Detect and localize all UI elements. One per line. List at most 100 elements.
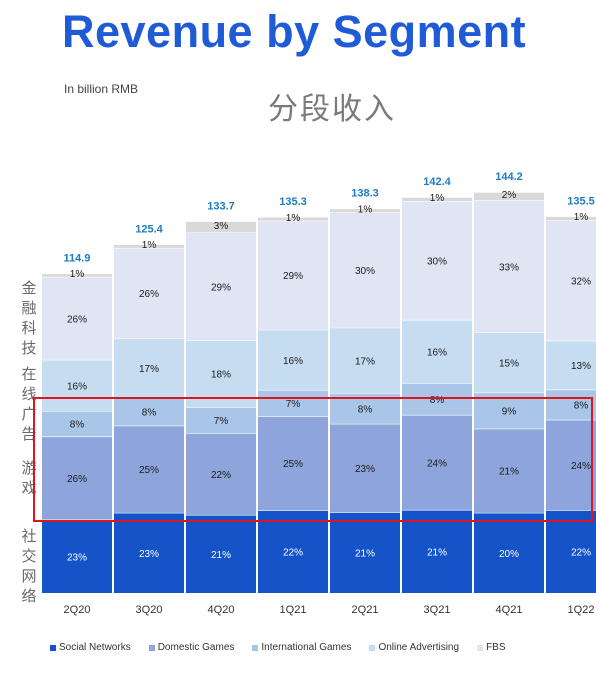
data-label: 7% (214, 416, 229, 427)
bar-segment (330, 208, 400, 213)
bar-segment (402, 414, 472, 510)
total-label: 135.5 (567, 195, 595, 207)
bar-segment (114, 244, 184, 248)
legend-label: International Games (261, 642, 352, 653)
data-label: 8% (574, 401, 589, 412)
x-tick-label: 3Q20 (136, 604, 163, 616)
data-label: 16% (427, 348, 447, 359)
legend-label: Domestic Games (157, 642, 235, 653)
data-label: 24% (571, 461, 591, 472)
legend-item: FBS (477, 642, 506, 653)
side-label-fintech: 金融科技 (21, 279, 37, 357)
bar-segment (258, 416, 328, 511)
x-tick-label: 2Q21 (352, 604, 379, 616)
total-label: 144.2 (495, 171, 523, 183)
data-label: 8% (70, 420, 85, 431)
data-label: 1% (574, 212, 589, 223)
legend-swatch (50, 644, 56, 651)
total-label: 142.4 (423, 176, 451, 188)
legend-swatch (369, 644, 376, 651)
bar-segment (186, 221, 256, 233)
bar-segment (42, 519, 112, 593)
chart-title: Revenue by Segment (62, 6, 527, 57)
data-label: 30% (355, 266, 375, 277)
total-label: 138.3 (351, 188, 379, 200)
bar-segment (42, 410, 112, 437)
bar-segment (114, 425, 184, 513)
unit-label: In billion RMB (64, 82, 139, 96)
data-label: 1% (430, 193, 445, 204)
data-label: 26% (139, 289, 159, 300)
bar-segment (402, 197, 472, 202)
data-label: 18% (211, 370, 231, 381)
data-label: 1% (358, 204, 373, 215)
bar-segment (330, 423, 400, 513)
bar-segment (258, 329, 328, 390)
data-label: 23% (67, 552, 87, 563)
data-label: 16% (283, 356, 303, 367)
data-label: 29% (211, 282, 231, 293)
bar-segment (474, 512, 544, 593)
data-label: 3% (214, 221, 229, 232)
bar-segment (42, 273, 112, 277)
bar-segment (258, 510, 328, 593)
bar-segment (330, 327, 400, 394)
legend-label: Social Networks (59, 642, 131, 653)
bar-segment (546, 510, 596, 593)
data-label: 13% (571, 361, 591, 372)
bar-segment (258, 220, 328, 330)
x-tick-label: 3Q21 (424, 604, 451, 616)
bar-segment (186, 514, 256, 593)
data-label: 26% (67, 314, 87, 325)
legend-swatch (252, 644, 259, 651)
x-tick-label: 4Q20 (208, 604, 235, 616)
data-label: 9% (502, 407, 517, 418)
bar-segment (42, 436, 112, 520)
data-label: 26% (67, 474, 87, 485)
data-label: 24% (427, 458, 447, 469)
data-label: 7% (286, 399, 301, 410)
bar-segment (114, 397, 184, 426)
x-tick-label: 1Q21 (280, 604, 307, 616)
data-label: 17% (139, 364, 159, 375)
x-tick-label: 2Q20 (64, 604, 91, 616)
bar-segment (186, 433, 256, 515)
data-label: 8% (430, 395, 445, 406)
bar-segment (546, 216, 596, 221)
bar-segment (546, 419, 596, 511)
data-label: 25% (283, 459, 303, 470)
total-label: 133.7 (207, 200, 235, 212)
data-label: 20% (499, 549, 519, 560)
data-label: 15% (499, 359, 519, 370)
side-label-social: 社交网络 (21, 527, 37, 605)
side-label-games: 游戏 (21, 459, 37, 497)
data-label: 23% (139, 549, 159, 560)
data-label: 2% (502, 190, 517, 201)
data-label: 22% (571, 548, 591, 559)
bar-segment (330, 212, 400, 328)
legend-swatch (148, 644, 155, 651)
data-label: 1% (142, 240, 157, 251)
total-label: 114.9 (64, 253, 91, 265)
legend-item: Social Networks (50, 642, 131, 653)
data-label: 23% (355, 464, 375, 475)
data-label: 30% (427, 256, 447, 267)
bar-segment (42, 359, 112, 411)
data-label: 21% (427, 547, 447, 558)
data-label: 22% (283, 548, 303, 559)
bar-segment (42, 276, 112, 360)
data-label: 8% (358, 404, 373, 415)
data-label: 1% (70, 269, 85, 280)
legend-item: International Games (252, 642, 351, 653)
bar-segment (258, 216, 328, 221)
data-label: 33% (499, 262, 519, 273)
chinese-subtitle: 分段收入 (268, 92, 396, 127)
bar-segment (546, 389, 596, 420)
bar-segment (402, 201, 472, 320)
legend-label: Online Advertising (378, 642, 460, 653)
data-label: 32% (571, 276, 591, 287)
bar-segment (546, 340, 596, 390)
total-label: 135.3 (279, 196, 307, 208)
bar-segment (474, 332, 544, 393)
bar-segment (186, 340, 256, 408)
